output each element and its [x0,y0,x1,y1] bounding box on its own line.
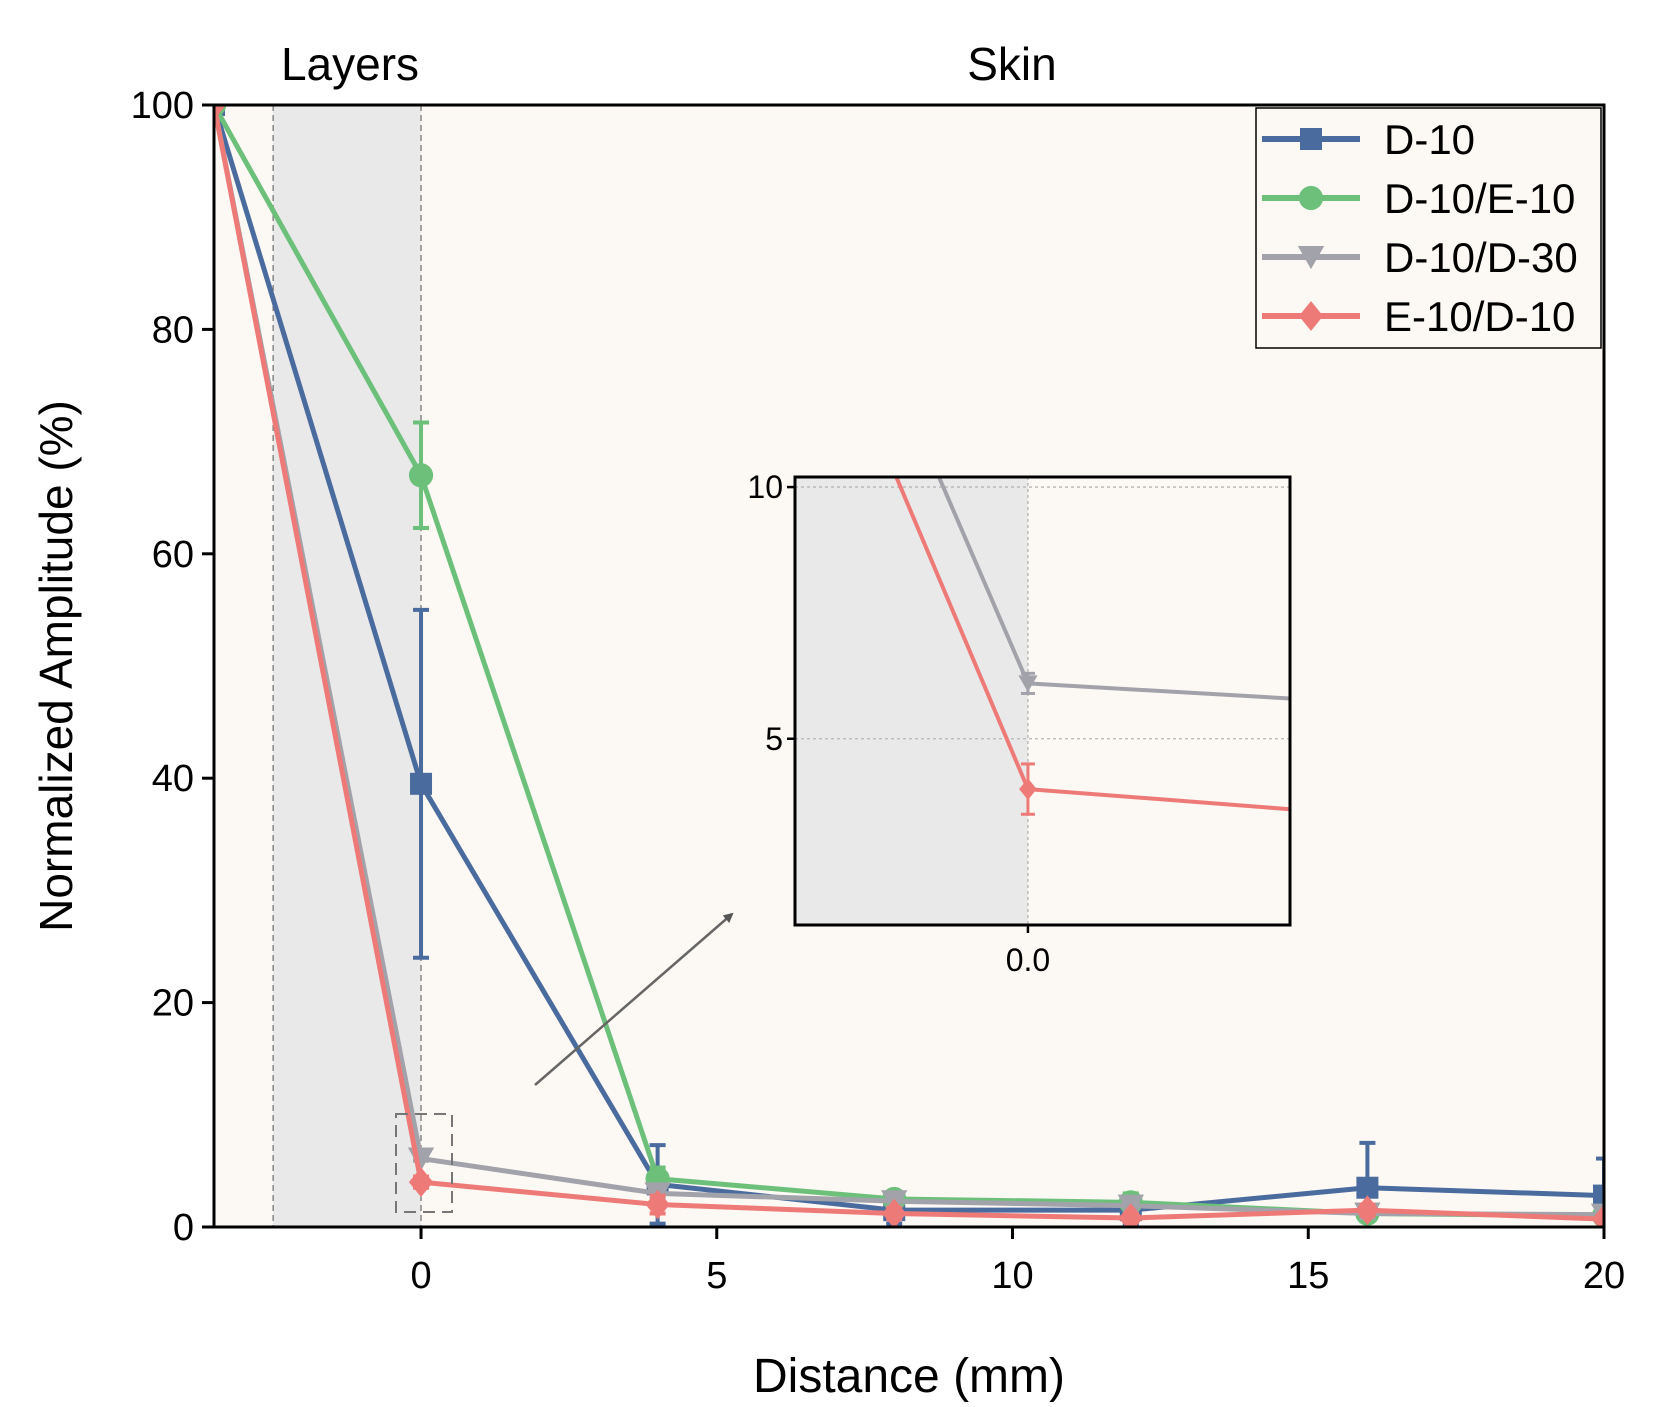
legend-item-d-10: D-10 [1262,116,1475,163]
inset-point-e-10-d-10 [1019,778,1037,800]
legend-marker-d-10-d-30 [1297,246,1325,270]
x-axis-ticks: 0 5 10 15 20 [410,1227,1625,1297]
data-point-e-10-d-10-1 [408,1167,434,1197]
inset-series-e-10-d-10 [894,477,1290,816]
legend-label-d-10-e-10: D-10/E-10 [1384,175,1575,222]
legend-label-d-10-d-30: D-10/D-30 [1384,234,1578,281]
y-axis-ticks: 0 20 40 60 80 100 [131,85,214,1249]
data-point-e-10-d-10-2 [645,1189,670,1220]
inset-plot: 0.0 5 10 [747,469,1292,978]
y-axis-label: Normalized Amplitude (%) [30,400,82,932]
zoom-box [395,1113,453,1213]
y-tick-label: 20 [152,983,194,1025]
inset-frame [793,475,1292,927]
layers-label: Layers [281,38,419,90]
data-point-d-10-e-10-1 [408,463,434,488]
data-point-e-10-d-10-4 [1118,1203,1143,1227]
legend-label-d-10: D-10 [1384,116,1475,163]
x-tick-label: 20 [1583,1255,1625,1297]
inset-grid [795,477,1290,925]
inset-series-group [894,477,1290,816]
data-point-d-10-6 [1593,1184,1604,1207]
plot-frame [212,103,1606,1229]
legend-item-d-10-e-10: D-10/E-10 [1262,175,1575,222]
data-point-e-10-d-10-5 [1355,1195,1380,1226]
inset-point-d-10-d-30 [1018,675,1038,693]
y-tick-label: 60 [152,534,194,576]
data-point-d-10-1 [410,772,433,795]
legend-marker-d-10-e-10 [1298,185,1324,211]
data-point-d-10-5 [1356,1176,1379,1199]
y-tick-label: 0 [173,1207,194,1249]
x-tick-label: 15 [1287,1255,1329,1297]
legend-marker-d-10 [1300,128,1322,150]
legend: D-10 D-10/E-10 D-10/D-30 E-10/D-10 [1255,107,1602,349]
legend-item-d-10-d-30: D-10/D-30 [1262,234,1578,281]
data-point-e-10-d-10-3 [882,1198,907,1227]
zoom-arrow [534,912,734,1086]
series-e-10-d-10 [214,105,1604,1227]
legend-item-e-10-d-10: E-10/D-10 [1262,293,1575,340]
data-point-e-10-d-10-6 [1591,1204,1604,1227]
legend-marker-e-10-d-10 [1298,301,1324,331]
x-tick-label: 0 [410,1255,431,1297]
legend-label-e-10-d-10: E-10/D-10 [1384,293,1575,340]
x-axis-label: Distance (mm) [753,1350,1065,1403]
x-tick-label: 10 [991,1255,1033,1297]
y-tick-label: 100 [131,85,194,127]
inset-y-tick-label: 5 [765,721,783,757]
y-tick-label: 40 [152,758,194,800]
main-series-group [214,105,1604,1227]
inset-y-tick-label: 10 [747,469,783,505]
skin-label: Skin [967,38,1056,90]
data-point-e-10-d-10-0 [214,105,227,120]
inset-ticks: 0.0 5 10 [747,469,1050,978]
inset-x-tick-label: 0.0 [1006,942,1050,978]
y-tick-label: 80 [152,309,194,351]
inset-layers-region [795,477,1028,925]
x-tick-label: 5 [706,1255,727,1297]
inset-series-d-10-d-30 [936,477,1290,701]
